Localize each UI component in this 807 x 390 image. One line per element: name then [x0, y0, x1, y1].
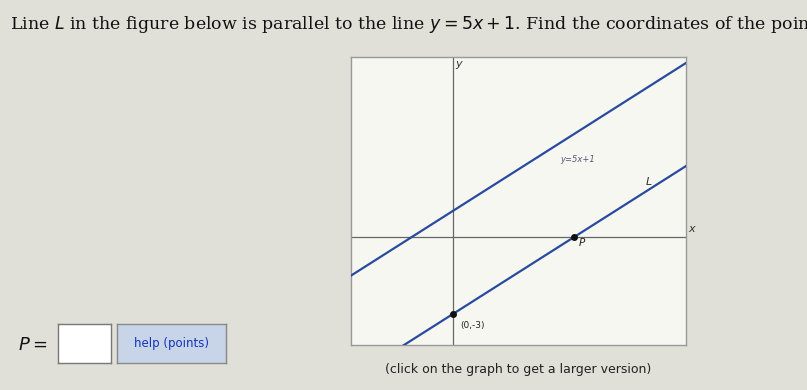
- Text: (0,-3): (0,-3): [461, 321, 485, 330]
- Text: Line $L$ in the figure below is parallel to the line $y=5x+1$. Find the coordina: Line $L$ in the figure below is parallel…: [10, 14, 807, 35]
- Text: L: L: [646, 177, 651, 187]
- Text: x: x: [688, 224, 695, 234]
- Text: y=5x+1: y=5x+1: [560, 155, 595, 164]
- Text: (click on the graph to get a larger version): (click on the graph to get a larger vers…: [386, 363, 651, 376]
- Text: $P=$: $P=$: [18, 336, 48, 354]
- Text: help (points): help (points): [134, 337, 209, 350]
- Text: P: P: [579, 238, 584, 248]
- Text: y: y: [456, 59, 462, 69]
